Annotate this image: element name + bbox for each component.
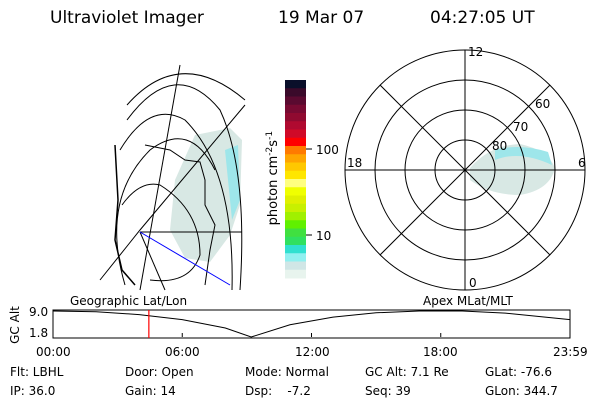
colorbar-swatch [285, 245, 306, 254]
altitude-ylabel: GC Alt [7, 306, 22, 344]
colorbar [285, 80, 306, 279]
colorbar-swatch [285, 195, 306, 205]
colorbar-swatch [285, 96, 306, 106]
ytick-9: 9.0 [29, 305, 49, 319]
colorbar-swatch [285, 137, 306, 147]
mlt-label-6: 6 [578, 156, 586, 170]
xtick-1200: 12:00 [295, 345, 330, 359]
colorbar-swatch [285, 212, 306, 221]
lat-label-70: 70 [513, 120, 529, 134]
instrument-title: Ultraviolet Imager [50, 8, 204, 28]
info-ip: IP: 36.0 [10, 384, 56, 398]
altitude-line [52, 310, 571, 338]
colorbar-swatch [285, 261, 306, 271]
info-filter: Flt: LBHL [10, 365, 64, 379]
geographic-label: Geographic Lat/Lon [70, 294, 188, 308]
geographic-map [99, 64, 246, 291]
info-seq: Seq: 39 [365, 384, 411, 398]
xtick-1800: 18:00 [423, 345, 458, 359]
colorbar-swatch [285, 88, 306, 97]
colorbar-swatch [285, 203, 306, 213]
colorbar-swatch [285, 253, 306, 262]
info-mode: Mode: Normal [245, 365, 329, 379]
lat-label-80: 80 [492, 139, 508, 153]
colorbar-swatch [285, 236, 306, 246]
mlt-label-18: 18 [347, 156, 363, 170]
colorbar-swatch [285, 162, 306, 172]
colorbar-swatch [285, 104, 306, 114]
xtick-2359: 23:59 [553, 345, 588, 359]
time-label: 04:27:05 UT [430, 8, 535, 28]
colorbar-swatch [285, 170, 306, 180]
aurora-blob-geo [170, 128, 242, 262]
info-gc-alt: GC Alt: 7.1 Re [365, 365, 449, 379]
colorbar-swatch [285, 179, 306, 188]
info-glat: GLat: -76.6 [485, 365, 552, 379]
colorbar-swatch [285, 187, 306, 196]
colorbar-swatch [285, 146, 306, 155]
info-gain: Gain: 14 [125, 384, 176, 398]
lat-label-60: 60 [535, 97, 551, 111]
colorbar-unit-label: photon cm-2s-1 [265, 93, 281, 263]
info-glon: GLon: 344.7 [485, 384, 558, 398]
info-door: Door: Open [125, 365, 194, 379]
xtick-0000: 00:00 [36, 345, 71, 359]
colorbar-swatch [285, 121, 306, 130]
colorbar-label-10: 10 [316, 229, 332, 243]
xtick-0600: 06:00 [165, 345, 200, 359]
info-dsp: Dsp: -7.2 [245, 384, 311, 398]
colorbar-swatch [285, 113, 306, 122]
apex-label: Apex MLat/MLT [423, 294, 513, 308]
altitude-plot-frame [52, 309, 571, 339]
colorbar-swatch [285, 80, 306, 89]
colorbar-unit-sup2: -1 [264, 130, 275, 140]
mlt-label-12: 12 [468, 45, 484, 59]
colorbar-swatch [285, 220, 306, 229]
blue-line [139, 231, 231, 286]
date-label: 19 Mar 07 [278, 8, 365, 28]
colorbar-unit-mid: s [266, 139, 282, 147]
colorbar-swatch [285, 228, 306, 238]
colorbar-swatch [285, 269, 306, 279]
colorbar-unit-sup1: -2 [264, 146, 275, 156]
altitude-plot [52, 309, 571, 339]
mlt-label-0: 0 [469, 276, 477, 290]
colorbar-swatch [285, 129, 306, 139]
colorbar-label-100: 100 [316, 143, 339, 157]
colorbar-swatch [285, 154, 306, 163]
ytick-1.8: 1.8 [29, 326, 49, 340]
colorbar-unit-text: photon cm [266, 155, 282, 226]
polar-plot [344, 49, 586, 291]
